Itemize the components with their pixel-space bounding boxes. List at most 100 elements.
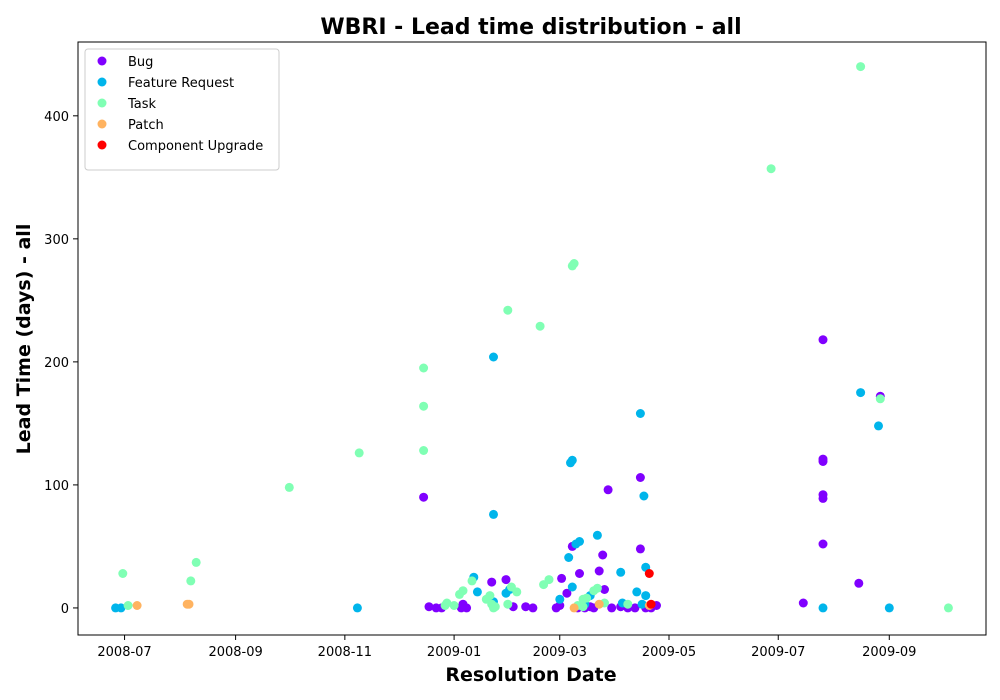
point-task-38 [856,62,866,72]
y-tick-label-0: 0 [61,602,69,617]
point-feature-request-2 [352,603,362,613]
point-task-24 [535,321,545,331]
point-bug-14 [557,573,567,583]
legend-marker-2 [97,98,107,108]
y-tick-label-1: 100 [44,479,69,494]
legend-label-0: Bug [128,55,153,70]
point-feature-request-5 [489,352,498,362]
point-task-0 [118,569,128,578]
point-bug-7 [487,577,497,587]
point-task-7 [419,401,429,411]
point-bug-23 [598,550,608,560]
legend-marker-4 [97,140,107,150]
y-axis: 0 100 200 300 400 [44,110,78,617]
point-task-32 [582,593,592,603]
point-bug-11 [528,603,538,613]
point-bug-30 [635,544,645,554]
legend-label-2: Task [127,97,157,112]
legend-label-3: Patch [128,118,164,133]
point-bug-35 [798,598,808,608]
x-tick-label-1: 2008-09 [208,645,262,660]
point-task-20 [503,599,513,609]
point-bug-40 [818,493,828,503]
point-feature-request-25 [639,491,649,501]
point-bug-10 [521,602,531,612]
point-bug-1 [424,602,434,612]
x-tick-label-7: 2009-09 [862,645,916,660]
plot-area-frame [77,41,987,636]
legend-marker-1 [97,77,107,87]
point-task-28 [569,259,579,268]
point-feature-request-27 [641,591,651,601]
point-bug-13 [555,601,565,610]
x-tick-label-4: 2009-03 [533,645,587,660]
point-bug-29 [630,603,640,613]
point-bug-38 [818,457,828,466]
point-bug-26 [607,603,617,613]
point-task-40 [943,603,953,613]
point-bug-25 [603,485,613,495]
point-feature-request-1 [116,603,126,613]
point-task-26 [544,575,554,585]
point-bug-0 [419,492,429,502]
y-tick-label-2: 200 [44,356,69,371]
y-axis-label: Lead Time (days) - all [13,224,35,455]
legend-box [84,48,280,171]
point-patch-3 [569,603,579,613]
point-feature-request-22 [632,587,642,597]
point-bug-41 [818,539,828,549]
point-bug-31 [635,473,645,482]
point-bug-22 [594,566,604,576]
point-bug-18 [575,569,584,578]
point-feature-request-24 [637,599,647,609]
point-patch-4 [594,599,604,609]
point-bug-6 [462,603,472,613]
point-task-21 [503,305,513,315]
point-task-1 [123,601,133,610]
point-task-34 [592,583,602,593]
point-bug-24 [600,585,609,594]
legend-label-1: Feature Request [128,76,234,91]
point-task-14 [467,576,477,586]
point-component-upgrade-1 [646,599,656,609]
point-feature-request-30 [874,421,883,431]
point-task-3 [191,557,201,567]
x-tick-label-5: 2009-05 [642,645,696,660]
point-feature-request-11 [564,553,574,562]
legend-marker-0 [97,56,107,66]
point-task-30 [578,602,588,612]
point-component-upgrade-0 [644,569,654,578]
point-feature-request-31 [884,603,894,613]
legend-marker-3 [97,119,107,129]
point-bug-36 [818,335,828,345]
point-task-19 [490,602,500,612]
point-feature-request-16 [575,537,584,546]
point-feature-request-19 [592,530,602,540]
x-axis-label: Resolution Date [445,664,616,686]
point-feature-request-28 [818,603,828,613]
point-task-4 [284,482,294,492]
point-task-10 [442,598,452,608]
point-feature-request-10 [555,594,565,604]
point-task-36 [623,599,633,609]
point-feature-request-4 [472,587,482,597]
point-bug-42 [854,578,864,588]
point-task-16 [485,591,495,601]
point-task-39 [875,394,885,404]
point-task-2 [186,576,196,586]
point-task-11 [449,601,459,610]
point-task-8 [419,446,429,455]
points-layer [111,62,953,613]
point-feature-request-14 [567,582,577,592]
point-patch-0 [132,601,142,610]
point-task-23 [512,587,522,597]
x-axis: 2008-07 2008-09 2008-11 2009-01 2009-03 2009-… [97,635,916,660]
point-feature-request-6 [489,509,498,519]
x-tick-label-6: 2009-07 [751,645,805,660]
point-task-13 [458,586,468,596]
point-patch-2 [184,599,194,609]
point-task-6 [419,363,429,373]
x-tick-label-0: 2008-07 [97,645,151,660]
legend: Bug Feature Request Task Patch Component Upg… [84,48,280,171]
point-feature-request-29 [856,388,866,398]
